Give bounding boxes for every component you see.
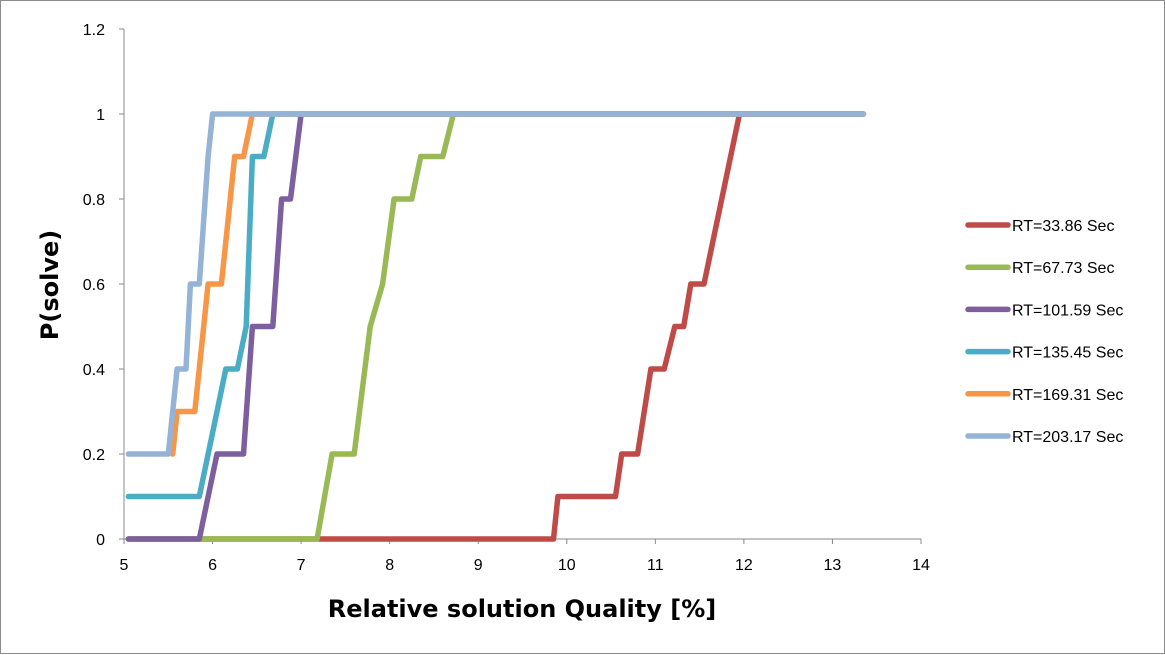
y-tick-label: 0.8 xyxy=(83,192,105,209)
series-line-1 xyxy=(125,111,867,542)
series-line-5 xyxy=(169,111,867,457)
x-tick-label: 12 xyxy=(735,557,753,574)
legend: RT=33.86 Sec RT=67.73 Sec RT=101.59 Sec RT=… xyxy=(965,218,1123,446)
axes: 0 0.2 0.4 0.6 0.8 1 1.2 5 6 7 8 9 10 11 12 13 14 xyxy=(83,22,930,574)
legend-label-6: RT=203.17 Sec xyxy=(1012,429,1123,446)
series-line-4 xyxy=(125,111,867,500)
x-tick-label: 14 xyxy=(912,557,930,574)
y-tick-label: 1 xyxy=(96,107,105,124)
x-axis-title: Relative solution Quality [%] xyxy=(328,595,716,623)
x-tick-label: 13 xyxy=(824,557,842,574)
x-tick-label: 6 xyxy=(208,557,217,574)
x-tick-label: 10 xyxy=(558,557,576,574)
y-tick-label: 0.2 xyxy=(83,447,105,464)
legend-label-3: RT=101.59 Sec xyxy=(1012,302,1123,319)
legend-label-4: RT=135.45 Sec xyxy=(1012,345,1123,362)
series-line-6 xyxy=(125,111,867,457)
x-tick-label: 5 xyxy=(120,557,129,574)
x-tick-label: 11 xyxy=(647,557,664,574)
x-tick-label: 8 xyxy=(385,557,394,574)
legend-label-1: RT=33.86 Sec xyxy=(1012,218,1114,235)
y-axis-title: P(solve) xyxy=(36,230,64,340)
y-tick-label: 0.4 xyxy=(83,362,105,379)
y-tick-label: 0.6 xyxy=(83,277,105,294)
y-tick-label: 0 xyxy=(96,532,105,549)
x-tick-label: 9 xyxy=(474,557,483,574)
y-tick-label: 1.2 xyxy=(83,22,105,39)
legend-label-5: RT=169.31 Sec xyxy=(1012,387,1123,404)
legend-label-2: RT=67.73 Sec xyxy=(1012,260,1114,277)
x-tick-label: 7 xyxy=(297,557,306,574)
series-line-3 xyxy=(125,111,867,542)
series-line-2 xyxy=(125,111,867,542)
series-layer xyxy=(125,111,867,542)
